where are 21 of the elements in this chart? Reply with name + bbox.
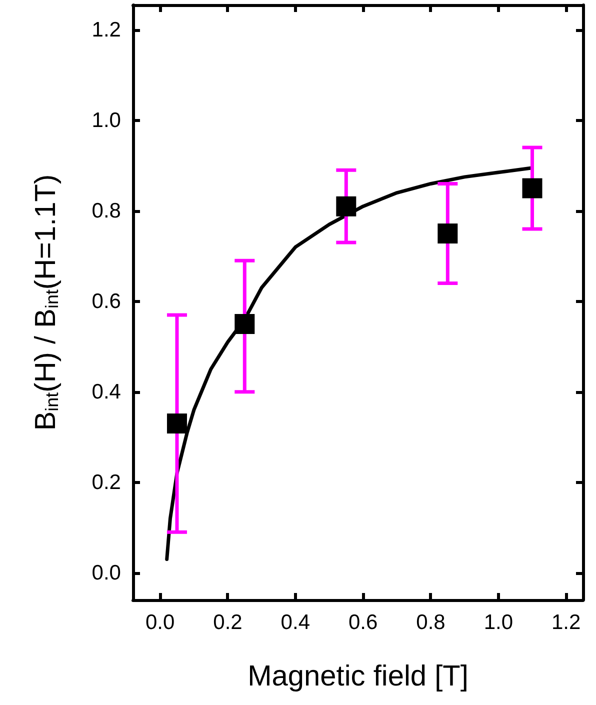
y-tick-label: 0.4 [92, 380, 122, 404]
y-axis-title: Bint(H) / Bint(H=1.1T) [30, 174, 62, 431]
point [234, 314, 255, 334]
y-tick-label: 0.2 [92, 470, 121, 494]
x-tick-label: 1.0 [484, 611, 514, 634]
x-tick-label: 0.8 [416, 611, 446, 634]
point [522, 178, 542, 198]
point [336, 196, 356, 216]
x-tick-label: 0.6 [348, 611, 378, 634]
y-tick-label: 1.2 [92, 18, 121, 42]
x-tick-label: 0.2 [213, 611, 242, 634]
point [438, 224, 458, 244]
y-tick-label: 0.6 [92, 290, 121, 313]
point [166, 414, 187, 434]
x-tick-label: 0.0 [145, 611, 175, 634]
y-tick-label: 0.8 [92, 199, 121, 222]
x-tick-label: 0.4 [280, 611, 310, 634]
x-tick-label: 1.2 [551, 611, 581, 634]
x-axis-title: Magnetic field [T] [248, 660, 468, 692]
y-tick-label: 1.0 [92, 108, 121, 132]
y-tick-label: 0.0 [92, 561, 121, 584]
